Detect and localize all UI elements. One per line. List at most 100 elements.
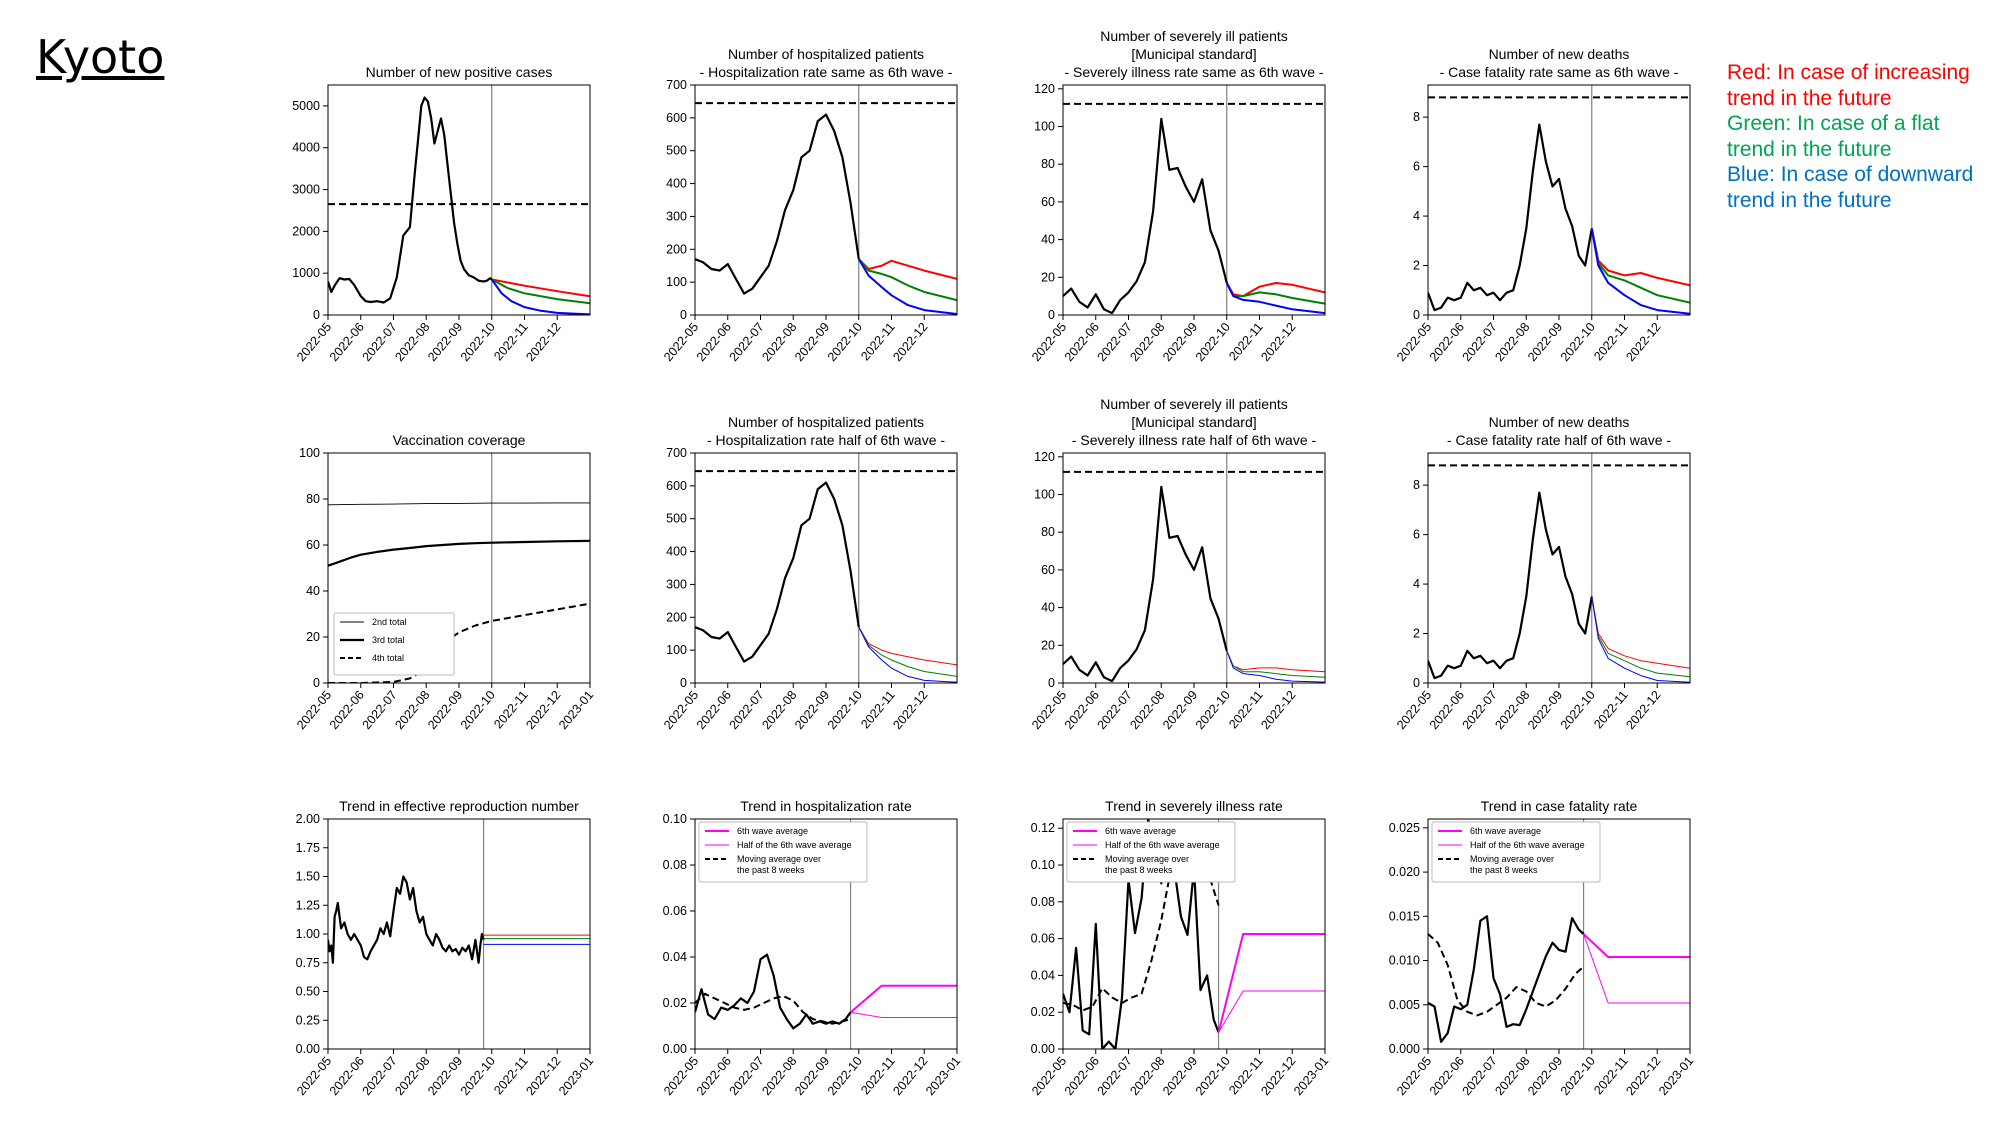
chart-panel-9: Trend in effective reproduction number 0.… xyxy=(294,798,596,1098)
y-tick-label: 500 xyxy=(666,512,687,526)
legend-note-line: trend in the future xyxy=(1727,188,1892,212)
legend-label: Half of the 6th wave average xyxy=(737,840,852,850)
y-tick-label: 0 xyxy=(1413,676,1420,690)
y-tick-label: 120 xyxy=(1034,82,1055,96)
y-tick-label: 0.02 xyxy=(663,996,687,1010)
plot-area xyxy=(328,819,590,1049)
series-line-increase xyxy=(1591,596,1690,669)
series-line-flat xyxy=(1226,650,1325,678)
legend-box xyxy=(698,821,868,883)
chart-title: Number of new deaths xyxy=(1489,46,1630,62)
x-tick-label: 2022-12 xyxy=(890,688,930,732)
series-line-decrease xyxy=(1225,282,1325,315)
series-line-decrease xyxy=(858,626,957,683)
series-line-decrease xyxy=(857,258,957,315)
y-tick-label: 60 xyxy=(1041,195,1055,209)
y-tick-label: 2 xyxy=(1413,627,1420,641)
series-line-flat xyxy=(1225,282,1325,305)
y-tick-label: 0.50 xyxy=(296,985,320,999)
legend-label: Moving average over xyxy=(1105,854,1189,864)
y-tick-label: 400 xyxy=(666,177,687,191)
legend-label: the past 8 weeks xyxy=(1470,865,1538,875)
legend-box xyxy=(333,612,455,676)
y-tick-label: 60 xyxy=(1041,563,1055,577)
y-tick-label: 0 xyxy=(313,676,320,690)
chart-title: Number of new deaths xyxy=(1489,414,1630,430)
axes-frame xyxy=(1427,818,1691,1050)
legend-label: Half of the 6th wave average xyxy=(1105,840,1220,850)
plot-area xyxy=(695,85,957,315)
y-tick-label: 2000 xyxy=(292,224,320,238)
legend-label: the past 8 weeks xyxy=(737,865,805,875)
axes-frame xyxy=(327,84,591,316)
x-tick-label: 2022-10 xyxy=(458,688,498,732)
plot-area xyxy=(328,85,590,315)
chart-panel-1: Number of new positive cases 0 1000 2000 300… xyxy=(292,64,591,364)
y-tick-label: 0 xyxy=(680,676,687,690)
y-tick-label: 0.04 xyxy=(663,950,687,964)
y-tick-label: 4 xyxy=(1413,577,1420,591)
axes-frame xyxy=(1062,452,1326,684)
chart-title: Number of hospitalized patients xyxy=(728,414,924,430)
series-line-observed xyxy=(328,875,485,964)
legend-box xyxy=(1066,821,1236,883)
chart-title: - Hospitalization rate same as 6th wave … xyxy=(700,64,953,80)
chart-panel-11: Trend in severely illness rate 0.00 0.02 0.… xyxy=(1029,798,1331,1098)
axes-frame xyxy=(1427,452,1691,684)
y-tick-label: 0.06 xyxy=(663,904,687,918)
y-tick-label: 300 xyxy=(666,577,687,591)
y-tick-label: 700 xyxy=(666,78,687,92)
series-line-observed xyxy=(1063,485,1228,683)
legend-note-line: Green: In case of a flat xyxy=(1727,112,1940,135)
y-tick-label: 200 xyxy=(666,242,687,256)
y-tick-label: 0.025 xyxy=(1389,821,1420,835)
y-tick-label: 600 xyxy=(666,111,687,125)
y-tick-label: 0.10 xyxy=(1031,858,1055,872)
y-tick-label: 0.010 xyxy=(1389,954,1420,968)
series-line-half6 xyxy=(1218,990,1325,1033)
series-line-decrease xyxy=(1590,228,1690,315)
series-line-half6 xyxy=(1583,933,1690,1004)
series-line-moving xyxy=(695,992,851,1025)
axes-frame xyxy=(694,818,958,1050)
series-line-decrease xyxy=(1591,596,1690,683)
chart-panel-3: Number of severely ill patients [Municipa… xyxy=(1029,28,1326,364)
y-tick-label: 80 xyxy=(1041,525,1055,539)
y-tick-label: 6 xyxy=(1413,160,1420,174)
y-tick-label: 300 xyxy=(666,209,687,223)
y-tick-label: 200 xyxy=(666,610,687,624)
x-tick-label: 2022-12 xyxy=(1623,688,1663,732)
x-tick-label: 2023-01 xyxy=(1291,1054,1331,1098)
x-tick-label: 2022-10 xyxy=(1558,688,1598,732)
plot-area xyxy=(1063,85,1325,315)
y-tick-label: 1000 xyxy=(292,266,320,280)
axes-frame xyxy=(1062,84,1326,316)
y-tick-label: 0 xyxy=(1048,308,1055,322)
legend-label: 4th total xyxy=(372,653,404,663)
y-tick-label: 100 xyxy=(1034,119,1055,133)
series-line-thick xyxy=(328,539,590,567)
series-line-observed xyxy=(695,113,860,295)
x-tick-label: 2022-10 xyxy=(1193,1054,1233,1098)
chart-panel-4: Number of new deaths - Case fatality rate… xyxy=(1394,46,1691,364)
legend-label: 6th wave average xyxy=(1105,826,1176,836)
x-tick-label: 2023-01 xyxy=(923,1054,963,1098)
axes-frame xyxy=(327,818,591,1050)
y-tick-label: 0 xyxy=(1413,308,1420,322)
y-tick-label: 0 xyxy=(313,308,320,322)
x-tick-label: 2022-10 xyxy=(1193,688,1233,732)
y-tick-label: 80 xyxy=(306,492,320,506)
y-tick-label: 4 xyxy=(1413,209,1420,223)
chart-title: - Case fatality rate half of 6th wave - xyxy=(1447,432,1671,448)
chart-title: [Municipal standard] xyxy=(1131,46,1256,62)
y-tick-label: 0.10 xyxy=(663,812,687,826)
legend-label: 2nd total xyxy=(372,617,407,627)
y-tick-label: 20 xyxy=(306,630,320,644)
legend-note-line: Red: In case of increasing xyxy=(1727,61,1970,84)
chart-title: Number of new positive cases xyxy=(366,64,553,80)
x-tick-label: 2022-12 xyxy=(1258,320,1298,364)
y-tick-label: 0.08 xyxy=(1031,895,1055,909)
series-line-avg6 xyxy=(1217,933,1325,1033)
series-line-increase xyxy=(1226,650,1325,673)
series-line-increase xyxy=(491,278,590,298)
